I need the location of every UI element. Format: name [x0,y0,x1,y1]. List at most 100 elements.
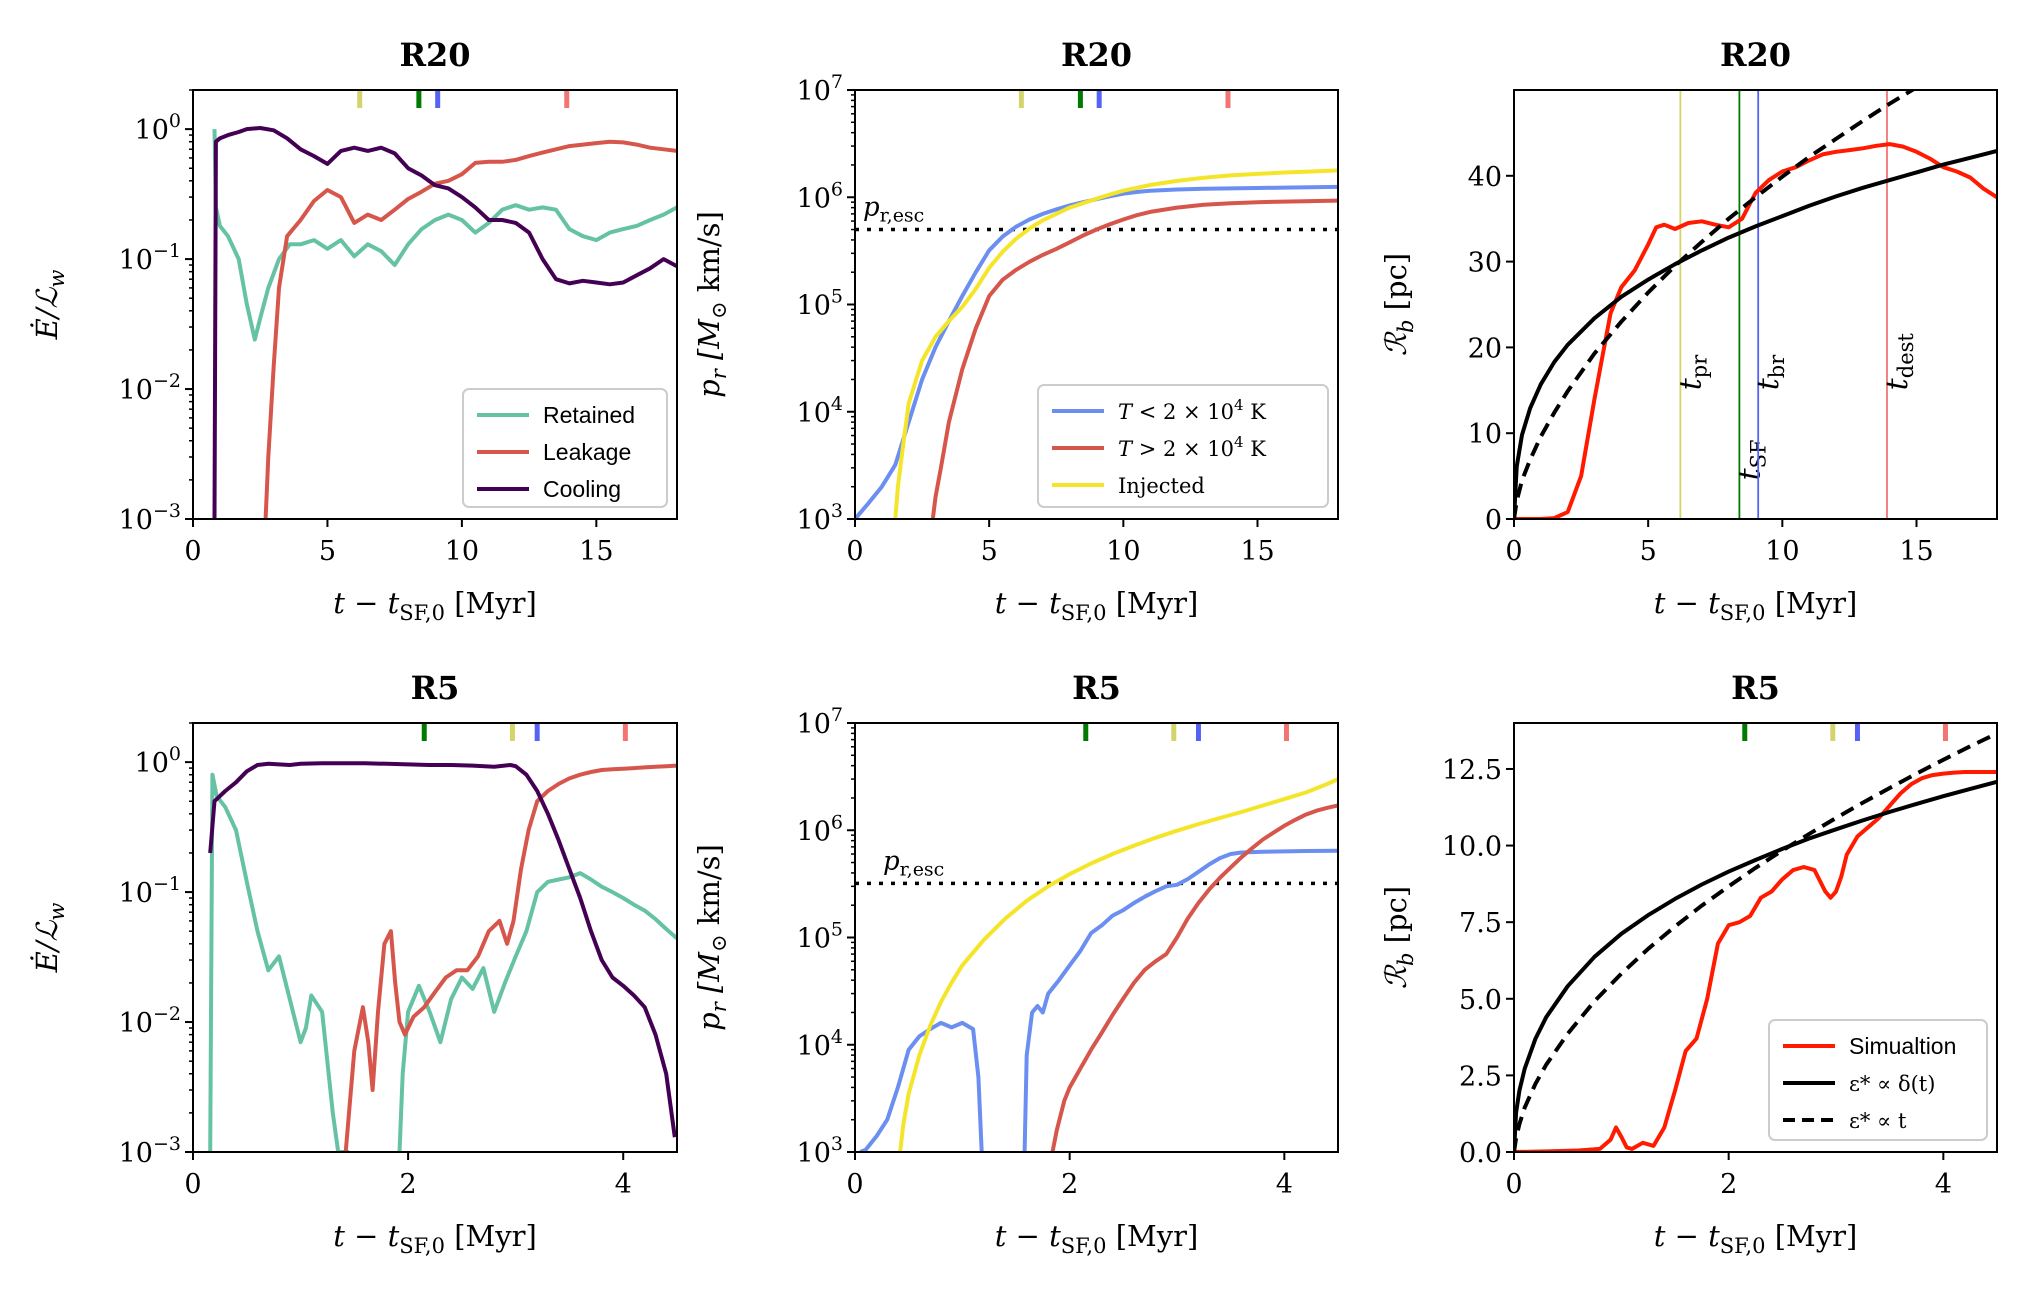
r5-energy-xtick-label-1: 2 [400,1169,417,1200]
r5-momentum-ytick-label-3: 106 [797,811,843,847]
r20-radius-ytick-label-3: 30 [1468,248,1502,279]
r20-momentum-panel: pr,esc 0 5 10 15 103 104 105 106 107 R20 t − tSF,0 … [692,36,1339,625]
r5-momentum-hline-label: pr,esc [883,846,944,880]
r20-momentum-xtick-label-0: 0 [846,536,863,567]
r5-energy-ytick-label-3: 100 [135,743,181,779]
r20-momentum-legend [1037,384,1329,508]
r5-radius-xtick-label-0: 0 [1505,1169,1522,1200]
r5-momentum-series-2 [1050,803,1338,1152]
r5-energy-ytick-label-2: 10−1 [119,873,181,909]
r20-momentum-legend-label-0: T < 2 × 104 K [1118,396,1266,424]
r5-radius-legend-label-0: Simualtion [1849,1033,1956,1059]
r5-energy-series-0 [208,772,349,1152]
r20-momentum-legend-label-2: Injected [1118,474,1205,498]
r20-radius-series-2 [1514,90,1917,519]
r5-radius-frame [1513,722,1998,1153]
r20-energy-ylabel: Ė/ℒw [29,270,69,341]
r5-radius-xlabel: t − tSF,0 [Myr] [1654,1219,1858,1258]
r20-momentum-legend-label-1: T > 2 × 104 K [1118,433,1266,461]
r20-energy-ytick-label-0: 10−3 [119,500,181,536]
r20-momentum-title: R20 [1061,36,1132,74]
r20-energy-ytick-label-3: 100 [135,110,181,146]
r5-energy-frame [192,722,678,1153]
r5-momentum-ytick-label-0: 103 [797,1133,843,1169]
r5-radius-ytick-label-4: 10.0 [1442,832,1502,863]
r20-energy-series-1 [263,139,677,519]
r5-radius-series-1 [1514,779,1997,1152]
r20-energy-ytick-label-1: 10−2 [119,370,181,406]
r20-radius-vline-label-1: tSF [1732,439,1770,480]
r20-energy-legend [462,388,668,508]
r20-radius-title: R20 [1720,36,1791,74]
r20-energy-frame [192,89,678,520]
r5-momentum-series-0 [859,1020,984,1152]
r20-momentum-series-1 [930,198,1338,519]
r20-energy-xtick-label-1: 5 [319,536,336,567]
r5-energy-xtick-label-2: 4 [615,1169,632,1200]
r5-energy-ytick-label-0: 10−3 [119,1133,181,1169]
r20-radius-ytick-label-4: 40 [1468,162,1502,193]
r20-momentum-xtick-label-1: 5 [981,536,998,567]
r5-radius-series-2 [1514,731,1997,1152]
r20-radius-ytick-label-0: 0 [1485,505,1502,536]
r5-momentum-panel: pr,esc 0 2 4 103 104 105 106 107 R5 t − tSF,0 [Myr… [692,669,1339,1258]
r20-radius-series-1 [1514,148,1997,519]
r20-momentum-ytick-label-4: 107 [797,71,843,107]
r5-momentum-xtick-label-1: 2 [1061,1169,1078,1200]
r20-radius-vline-label-0: tpr [1673,354,1711,391]
r5-radius-legend-label-1: ε* ∝ δ(t) [1849,1072,1935,1096]
r20-energy-panel: 0 5 10 15 10−3 10−2 10−1 100 R20 t − tSF,0 [Myr] Ė… [29,36,678,625]
r20-energy-series-2 [212,126,677,519]
r20-radius-xtick-label-0: 0 [1505,536,1522,567]
r5-energy-title: R5 [411,669,460,707]
r20-momentum-xtick-label-2: 10 [1106,536,1140,567]
r5-radius-ytick-label-2: 5.0 [1459,985,1502,1016]
r20-momentum-xtick-label-3: 15 [1240,536,1274,567]
r5-momentum-series-3 [898,777,1338,1152]
r20-momentum-ytick-label-2: 105 [797,286,843,322]
r5-energy-xtick-label-0: 0 [184,1169,201,1200]
r20-radius-series-0 [1514,142,1997,519]
r5-radius-ytick-label-5: 12.5 [1442,755,1502,786]
r20-energy-ytick-label-2: 10−1 [119,240,181,276]
r20-radius-vline-label-2: tbr [1751,354,1789,391]
r5-energy-ytick-label-1: 10−2 [119,1003,181,1039]
r20-radius-panel: tpr tSF tbr tdest 0 5 10 15 0 10 20 30 40 R20 t − tSF,… [1379,36,1998,625]
r5-energy-series-2 [343,763,677,1152]
r20-radius-ytick-label-2: 20 [1468,333,1502,364]
r20-radius-xtick-label-2: 10 [1765,536,1799,567]
r5-radius-ytick-label-0: 0.0 [1459,1138,1502,1169]
r5-radius-series-0 [1514,770,1997,1152]
r20-radius-ylabel: ℛb [pc] [1379,253,1418,356]
r5-momentum-ylabel: pr [M⊙ km/s] [692,844,731,1031]
r5-energy-series-3 [208,761,677,1138]
r20-radius-ytick-label-1: 10 [1468,419,1502,450]
r5-energy-xlabel: t − tSF,0 [Myr] [333,1219,537,1258]
r5-energy-ylabel: Ė/ℒw [29,903,69,974]
r20-momentum-ytick-label-0: 103 [797,500,843,536]
r20-momentum-ylabel: pr [M⊙ km/s] [692,211,731,398]
r20-momentum-series-0 [855,184,1338,519]
r20-energy-xtick-label-0: 0 [184,536,201,567]
r20-energy-series-0 [212,129,677,342]
r20-radius-xlabel: t − tSF,0 [Myr] [1654,586,1858,625]
r5-momentum-ytick-label-1: 104 [797,1026,843,1062]
r5-radius-legend-label-2: ε* ∝ t [1849,1109,1907,1133]
r5-radius-title: R5 [1731,669,1780,707]
r5-momentum-series-1 [1022,848,1338,1152]
r5-momentum-frame [854,722,1339,1153]
r5-momentum-xtick-label-0: 0 [846,1169,863,1200]
r20-energy-legend-label-0: Retained [543,402,635,428]
r5-radius-ytick-label-3: 7.5 [1459,908,1502,939]
r5-energy-series-1 [397,871,677,1152]
r20-energy-title: R20 [399,36,470,74]
r20-energy-xlabel: t − tSF,0 [Myr] [333,586,537,625]
r5-radius-panel: 0 2 4 0.0 2.5 5.0 7.5 10.0 12.5 R5 t − tSF,0 [Myr]… [1379,669,1998,1258]
r20-radius-xtick-label-3: 15 [1899,536,1933,567]
r20-radius-vline-label-3: tdest [1880,333,1918,391]
r5-radius-legend [1768,1019,1988,1141]
r20-energy-legend-label-2: Cooling [543,476,621,502]
r20-momentum-ytick-label-3: 106 [797,178,843,214]
r5-radius-ytick-label-1: 2.5 [1459,1061,1502,1092]
